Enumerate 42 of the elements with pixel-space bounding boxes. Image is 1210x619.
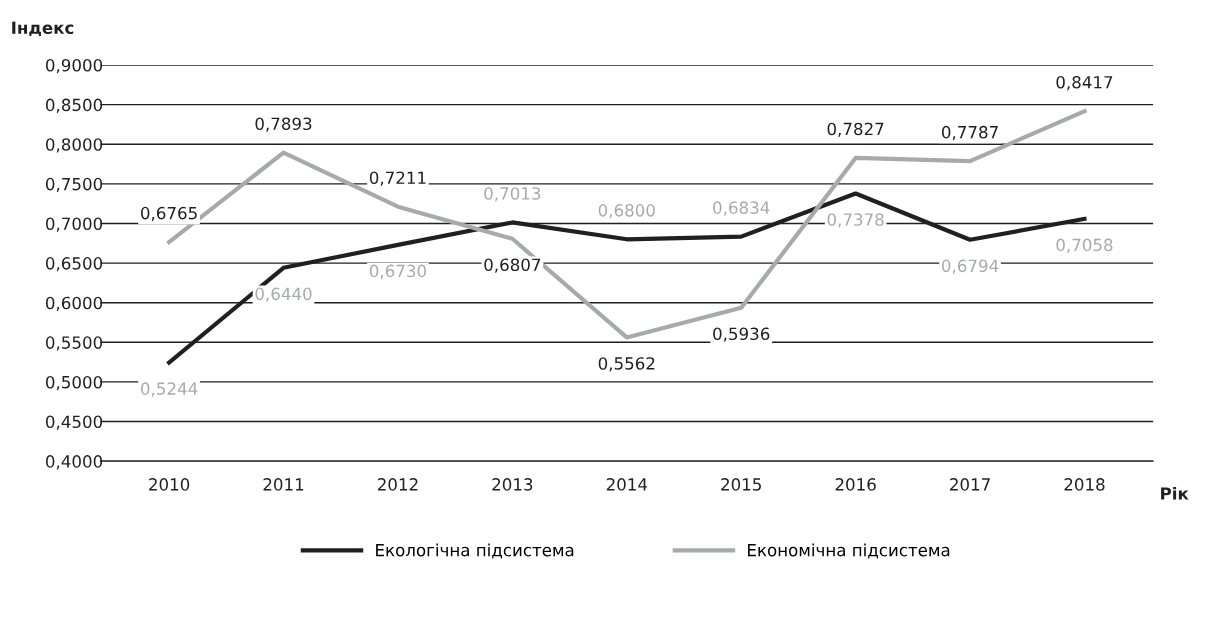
data-label: 0,5562 — [598, 357, 655, 372]
x-tick-label: 2017 — [950, 478, 990, 491]
y-tick-label: 0,5500 — [45, 336, 103, 351]
data-label: 0,5244 — [141, 382, 198, 397]
y-tick-label: 0,4000 — [45, 455, 103, 470]
x-tick-label: 2016 — [835, 478, 876, 491]
y-tick-label: 0,8000 — [45, 138, 103, 153]
data-label: 0,6794 — [941, 259, 999, 274]
y-tick-label: 0,8500 — [45, 98, 103, 113]
x-tick-label: 2010 — [149, 478, 190, 491]
x-tick-label: 2014 — [606, 478, 648, 491]
legend-label: Екологічна підсистема — [376, 543, 574, 559]
x-tick-label: 2013 — [492, 478, 533, 491]
data-label: 0,6765 — [141, 206, 197, 222]
y-tick-label: 0,7000 — [45, 217, 103, 232]
data-label: 0,6834 — [713, 201, 770, 216]
data-label: 0,8417 — [1056, 75, 1113, 91]
data-label: 0,6730 — [369, 264, 426, 279]
x-tick-label: 2012 — [377, 478, 418, 491]
data-label: 0,6807 — [484, 258, 541, 273]
data-label: 0,7378 — [827, 213, 884, 228]
data-label: 0,6800 — [598, 204, 655, 219]
data-label: 0,7013 — [484, 187, 541, 202]
data-label: 0,6440 — [255, 287, 312, 302]
y-tick-label: 0,9000 — [45, 58, 103, 74]
data-label: 0,7827 — [827, 122, 884, 137]
data-label: 0,7893 — [255, 117, 312, 132]
y-tick-label: 0,5000 — [45, 375, 103, 391]
y-tick-label: 0,6500 — [45, 257, 103, 272]
x-tick-label: 2011 — [263, 478, 304, 491]
y-axis-title: Індекс — [12, 21, 74, 37]
data-label: 0,7787 — [941, 125, 998, 141]
y-tick-label: 0,4500 — [45, 415, 103, 430]
x-axis-title: Рік — [1161, 486, 1189, 500]
y-tick-label: 0,6000 — [45, 296, 103, 311]
y-tick-label: 0,7500 — [45, 177, 103, 193]
data-label: 0,5936 — [713, 327, 770, 342]
data-label: 0,7058 — [1056, 238, 1113, 253]
data-label: 0,7211 — [369, 171, 426, 186]
x-tick-label: 2015 — [721, 478, 761, 491]
legend-label: Економічна підсистема — [748, 543, 950, 559]
x-tick-label: 2018 — [1064, 478, 1105, 491]
